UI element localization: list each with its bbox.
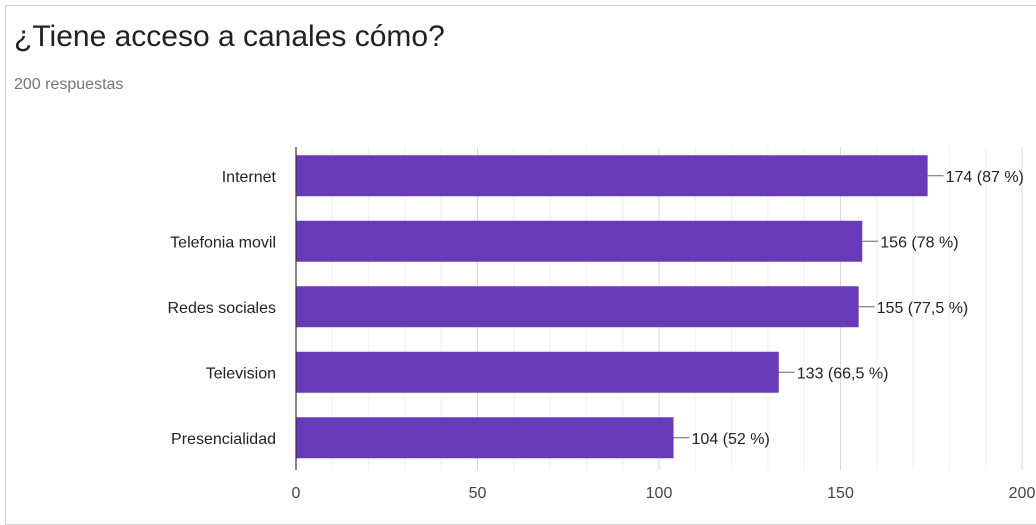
bar-television [296, 351, 779, 393]
bar-chart: 174 (87 %) Internet 156 (78 %) Telefonia mo… [168, 147, 1036, 502]
x-tick-label: 50 [469, 485, 487, 502]
labels: 174 (87 %) Internet 156 (78 %) Telefonia mo… [168, 169, 1036, 502]
x-tick-label: 150 [827, 485, 854, 502]
data-label: 104 (52 %) [692, 431, 770, 448]
x-tick-label: 0 [292, 485, 301, 502]
category-label: Internet [222, 169, 277, 186]
data-label: 156 (78 %) [880, 234, 958, 251]
bar-presencialidad [296, 417, 674, 459]
data-label: 155 (77,5 %) [877, 300, 969, 317]
category-label: Redes sociales [168, 300, 277, 317]
bars [296, 155, 928, 459]
category-label: Presencialidad [171, 431, 276, 448]
data-label: 133 (66,5 %) [797, 365, 889, 382]
response-count: 200 respuestas [14, 76, 124, 93]
leader-lines [673, 175, 944, 439]
data-label: 174 (87 %) [946, 169, 1024, 186]
chart-title: ¿Tiene acceso a canales cómo? [14, 20, 445, 53]
category-label: Television [206, 365, 276, 382]
bar-internet [296, 155, 928, 197]
category-label: Telefonia movil [170, 234, 276, 251]
bar-redes-sociales [296, 286, 859, 328]
x-tick-label: 200 [1009, 485, 1036, 502]
bar-telefonia-movil [296, 220, 863, 262]
x-tick-label: 100 [646, 485, 673, 502]
